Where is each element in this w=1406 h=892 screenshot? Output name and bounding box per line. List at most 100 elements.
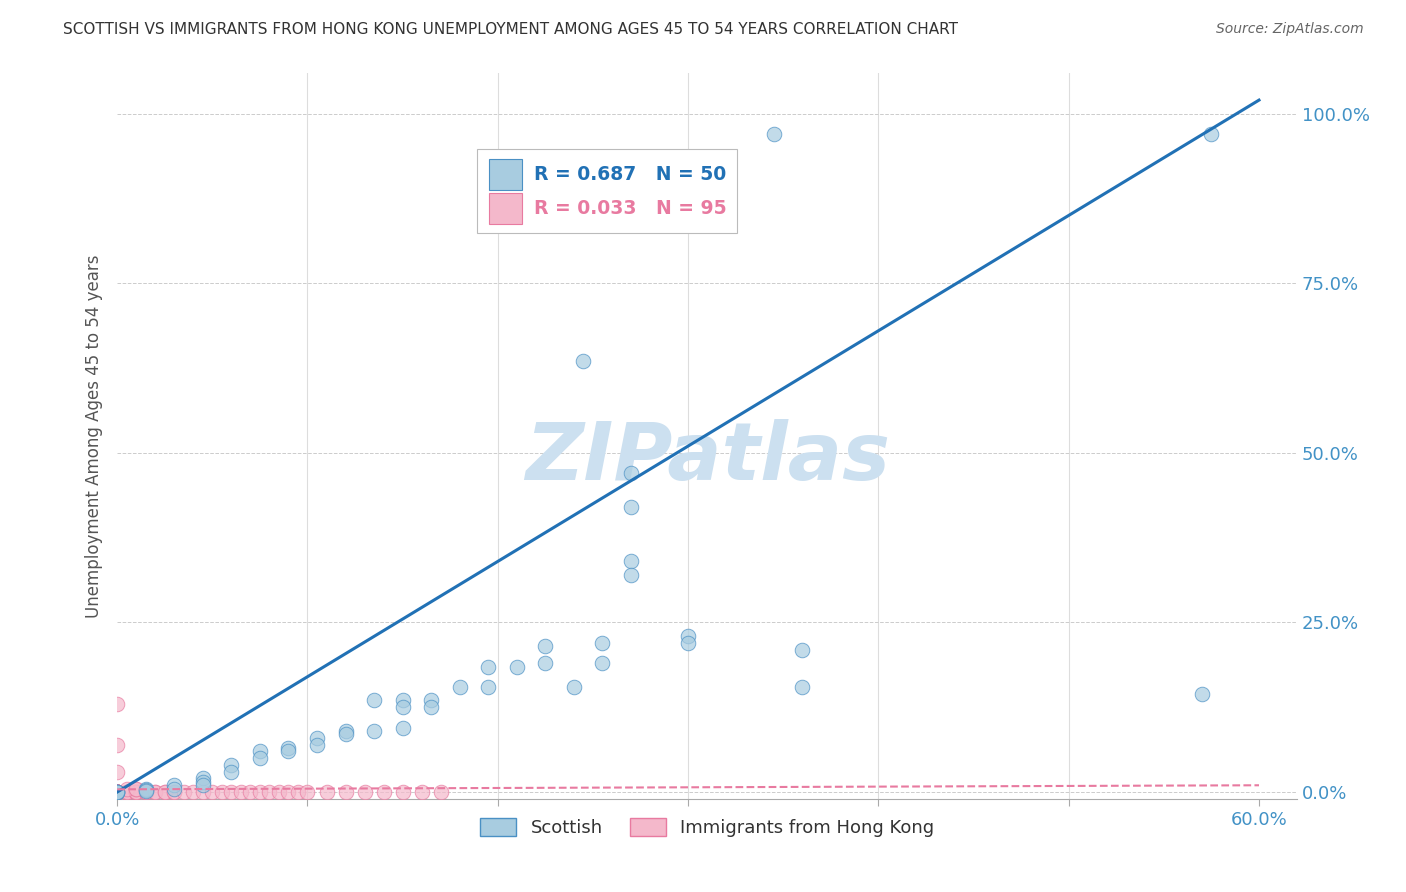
Point [105, 785, 128, 799]
Text: ZIPatlas: ZIPatlas [524, 418, 890, 497]
Point [181, 785, 204, 799]
Point [105, 785, 128, 799]
Point [105, 785, 128, 799]
Point [363, 693, 385, 707]
FancyBboxPatch shape [477, 149, 737, 233]
Point [125, 781, 148, 796]
Point [153, 785, 176, 799]
Point [1191, 687, 1213, 701]
Point [105, 785, 128, 799]
Point [105, 785, 128, 799]
Point [211, 785, 233, 799]
Point [105, 785, 128, 799]
Point [534, 639, 557, 653]
Point [105, 785, 128, 799]
Point [1201, 127, 1223, 141]
Point [221, 758, 243, 772]
Point [676, 636, 699, 650]
Point [420, 700, 443, 714]
Point [115, 785, 138, 799]
Point [572, 354, 595, 368]
Point [105, 785, 128, 799]
Point [562, 680, 585, 694]
Point [105, 785, 128, 799]
Text: R = 0.687   N = 50: R = 0.687 N = 50 [534, 165, 725, 184]
Point [620, 467, 643, 481]
Point [429, 785, 451, 799]
Point [125, 785, 148, 799]
Point [105, 785, 128, 799]
Point [105, 785, 128, 799]
Point [115, 785, 138, 799]
Point [105, 785, 128, 799]
Point [105, 785, 128, 799]
Point [105, 785, 128, 799]
Point [363, 724, 385, 739]
Point [105, 785, 128, 799]
Point [105, 785, 128, 799]
Point [297, 785, 319, 799]
Point [105, 785, 128, 799]
Legend: Scottish, Immigrants from Hong Kong: Scottish, Immigrants from Hong Kong [472, 811, 942, 844]
Point [105, 785, 128, 799]
Point [105, 785, 128, 799]
Point [105, 785, 128, 799]
Point [249, 751, 271, 765]
Point [163, 781, 186, 796]
Point [105, 785, 128, 799]
Point [105, 785, 128, 799]
Point [305, 731, 328, 745]
Point [315, 785, 337, 799]
Point [105, 785, 128, 799]
Point [287, 785, 309, 799]
Point [105, 785, 128, 799]
Point [163, 785, 186, 799]
Point [135, 785, 157, 799]
Point [153, 785, 176, 799]
FancyBboxPatch shape [489, 160, 522, 190]
Point [105, 697, 128, 711]
Point [105, 738, 128, 752]
Point [221, 785, 243, 799]
Point [676, 629, 699, 643]
Point [163, 785, 186, 799]
Point [105, 785, 128, 799]
Point [420, 693, 443, 707]
Point [477, 680, 499, 694]
Point [534, 656, 557, 670]
Point [335, 785, 357, 799]
Point [239, 785, 262, 799]
Y-axis label: Unemployment Among Ages 45 to 54 years: Unemployment Among Ages 45 to 54 years [86, 254, 103, 617]
Point [335, 727, 357, 741]
Text: SCOTTISH VS IMMIGRANTS FROM HONG KONG UNEMPLOYMENT AMONG AGES 45 TO 54 YEARS COR: SCOTTISH VS IMMIGRANTS FROM HONG KONG UN… [63, 22, 959, 37]
Point [105, 785, 128, 799]
Point [105, 785, 128, 799]
Point [353, 785, 375, 799]
Point [335, 724, 357, 739]
Point [125, 785, 148, 799]
Point [221, 764, 243, 779]
Point [105, 785, 128, 799]
Point [125, 781, 148, 796]
Point [411, 785, 433, 799]
Point [105, 764, 128, 779]
Point [115, 785, 138, 799]
Point [105, 785, 128, 799]
Point [105, 785, 128, 799]
Point [229, 785, 252, 799]
Point [391, 785, 413, 799]
Point [135, 785, 157, 799]
Point [105, 785, 128, 799]
Point [249, 785, 271, 799]
Point [105, 785, 128, 799]
FancyBboxPatch shape [489, 194, 522, 224]
Point [391, 700, 413, 714]
Point [125, 785, 148, 799]
Point [115, 781, 138, 796]
Point [115, 785, 138, 799]
Point [173, 785, 195, 799]
Point [115, 785, 138, 799]
Point [105, 785, 128, 799]
Point [105, 785, 128, 799]
Point [105, 785, 128, 799]
